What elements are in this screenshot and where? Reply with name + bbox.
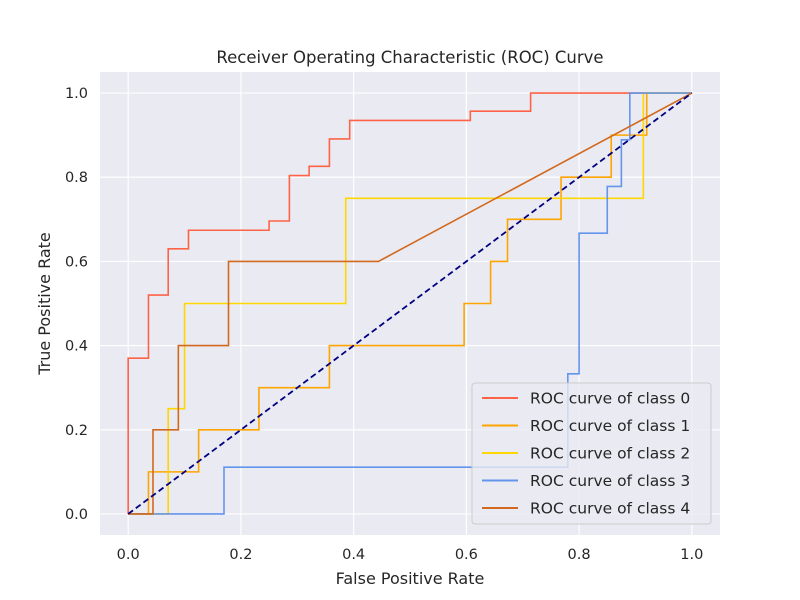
legend-box xyxy=(471,382,712,525)
chart-title: Receiver Operating Characteristic (ROC) … xyxy=(216,48,603,67)
roc-series-class-2 xyxy=(128,92,692,515)
y-tick-label: 0.4 xyxy=(65,339,88,355)
tick-labels: 0.0 0.2 0.4 0.6 0.8 1.0 0.0 0.2 0.4 0.6 0.8 1.0 xyxy=(65,86,703,563)
legend-label-2: ROC curve of class 2 xyxy=(530,445,690,463)
x-tick-label: 0.8 xyxy=(568,547,591,563)
y-tick-label: 0.0 xyxy=(65,507,88,523)
y-axis-label: True Positive Rate xyxy=(35,232,54,376)
legend-label-0: ROC curve of class 0 xyxy=(530,390,690,408)
y-tick-label: 0.2 xyxy=(65,423,88,439)
x-tick-label: 0.4 xyxy=(342,547,365,563)
series-layer xyxy=(127,92,693,515)
x-tick-label: 0.0 xyxy=(117,547,140,563)
legend-label-4: ROC curve of class 4 xyxy=(530,500,690,518)
x-axis-label: False Positive Rate xyxy=(336,569,485,588)
roc-series-class-1 xyxy=(128,92,692,515)
y-tick-label: 1.0 xyxy=(65,86,88,102)
roc-series-class-0 xyxy=(127,92,692,514)
y-tick-label: 0.8 xyxy=(65,170,88,186)
x-tick-label: 0.6 xyxy=(455,547,478,563)
reference-diagonal-line xyxy=(127,92,693,515)
reference-line-layer xyxy=(127,92,693,515)
x-tick-label: 1.0 xyxy=(680,547,703,563)
y-tick-label: 0.6 xyxy=(65,254,88,270)
legend-label-3: ROC curve of class 3 xyxy=(530,472,690,490)
roc-series-class-3 xyxy=(128,92,692,515)
legend-label-1: ROC curve of class 1 xyxy=(530,417,690,435)
x-tick-label: 0.2 xyxy=(229,547,252,563)
legend: ROC curve of class 0 ROC curve of class 1… xyxy=(471,382,712,525)
roc-series-class-4 xyxy=(128,92,693,515)
